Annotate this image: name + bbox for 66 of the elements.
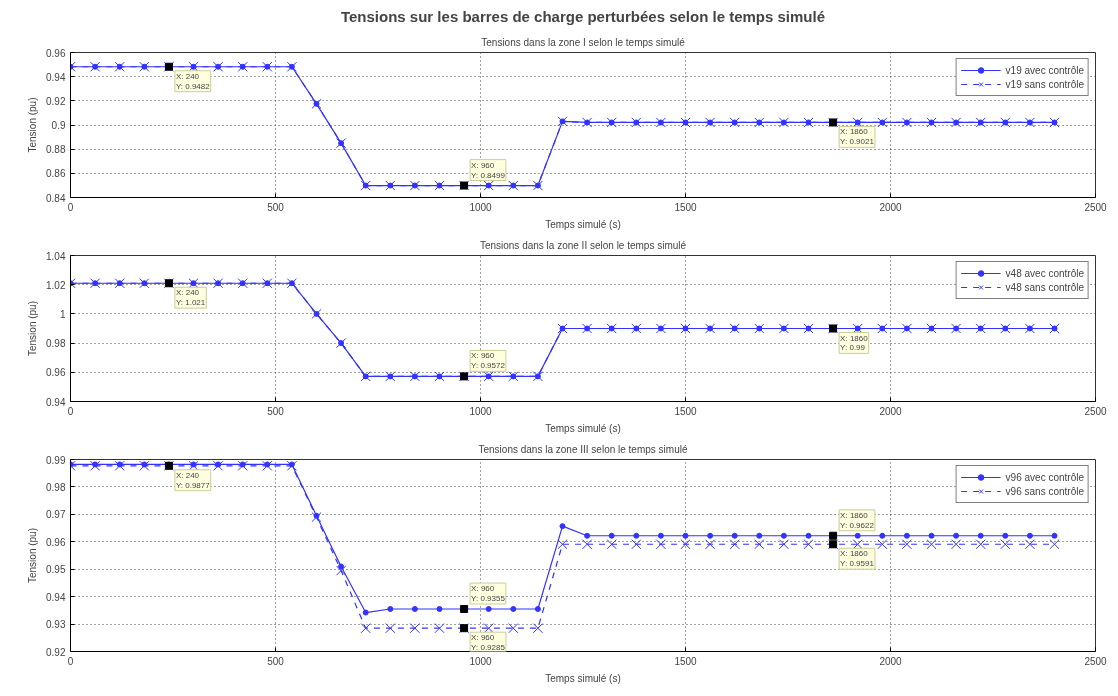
- y-tick-label: 1: [59, 308, 66, 320]
- y-tick-label: 0.99: [46, 454, 66, 466]
- x-tick-label: 2500: [1084, 655, 1108, 667]
- y-tick-label: 0.94: [46, 71, 66, 83]
- chart-subtitle: Tensions dans la zone I selon le temps simulé: [481, 36, 686, 48]
- x-tick-label: 0: [67, 655, 74, 667]
- y-tick-label: 0.86: [46, 168, 66, 180]
- y-tick-label: 0.94: [46, 591, 66, 603]
- y-tick-label: 0.94: [46, 396, 66, 408]
- x-tick-label: 1500: [674, 655, 698, 667]
- legend-label: v19 sans contrôle: [1005, 77, 1084, 91]
- chart-title: Tensions dans la zone II selon le temps simulé: [479, 239, 687, 251]
- x-tick-label: 1000: [469, 405, 493, 417]
- y-tick-label: 0.92: [46, 646, 66, 658]
- annotation: X: 960 Y: 0.9572: [471, 351, 506, 371]
- y-tick-label: 1.02: [46, 279, 66, 291]
- y-tick-label: 0.98: [46, 338, 66, 350]
- y-tick-label: 0.88: [46, 144, 66, 156]
- legend-label: v96 avec contrôle: [1005, 470, 1084, 484]
- x-tick-label: 500: [267, 201, 285, 213]
- y-tick-label: 0.84: [46, 192, 66, 204]
- annotation: X: 960 Y: 0.9355: [471, 584, 506, 603]
- y-tick-label: 0.96: [46, 536, 66, 548]
- x-tick-label: 500: [267, 655, 285, 667]
- x-tick-label: 1500: [674, 405, 698, 417]
- y-axis-title: Tension (pu): [27, 527, 39, 584]
- y-tick-label: 0.96: [46, 47, 66, 59]
- x-tick-label: 2500: [1084, 405, 1108, 417]
- x-tick-label: 1000: [469, 655, 493, 667]
- legend-label: v96 sans contrôle: [1005, 484, 1084, 498]
- annotation: X: 960 Y: 0.9285: [471, 633, 506, 653]
- annotation: X: 1860 Y: 0.99: [840, 333, 869, 353]
- x-axis-title: Temps simulé (s): [545, 422, 621, 434]
- y-tick-label: 0.93: [46, 619, 66, 631]
- annotation: X: 1860 Y: 0.9591: [840, 549, 875, 569]
- y-tick-label: 0.95: [46, 564, 66, 576]
- x-tick-label: 2000: [879, 655, 903, 667]
- y-tick-label: 0.98: [46, 481, 66, 493]
- y-axis-title: Tension (pu): [27, 97, 39, 153]
- x-tick-label: 2500: [1084, 201, 1108, 213]
- legend-label: v19 avec contrôle: [1005, 63, 1084, 77]
- x-tick-label: 0: [67, 405, 74, 417]
- y-tick-label: 0.92: [46, 95, 66, 107]
- annotation: X: 240 Y: 1.021: [175, 288, 206, 308]
- annotation: X: 240 Y: 0.9877: [175, 470, 211, 490]
- chart-title: Tensions sur les barres de charge perturbées selon le temps simulé: [340, 7, 826, 25]
- annotation: X: 1860 Y: 0.9021: [840, 127, 875, 147]
- x-tick-label: 500: [267, 405, 285, 417]
- annotation: X: 1860 Y: 0.9622: [840, 510, 875, 530]
- y-axis-title: Tension (pu): [27, 300, 39, 357]
- y-tick-label: 0.97: [46, 509, 66, 521]
- x-axis-title: Temps simulé (s): [545, 218, 621, 230]
- chart-title: Tensions dans la zone III selon le temps simulé: [478, 443, 688, 455]
- x-tick-label: 1500: [674, 201, 698, 213]
- legend-label: v48 avec contrôle: [1005, 266, 1084, 280]
- annotation: X: 240 Y: 0.9482: [175, 71, 211, 91]
- y-tick-label: 1.04: [46, 250, 66, 262]
- x-tick-label: 2000: [879, 405, 903, 417]
- x-axis-title: Temps simulé (s): [545, 672, 621, 684]
- x-tick-label: 1000: [469, 201, 493, 213]
- y-tick-label: 0.9: [51, 120, 66, 131]
- x-tick-label: 0: [67, 201, 74, 213]
- legend-label: v48 sans contrôle: [1005, 280, 1084, 294]
- annotation: X: 960 Y: 0.8499: [471, 160, 506, 180]
- x-tick-label: 2000: [879, 201, 903, 213]
- y-tick-label: 0.96: [46, 367, 66, 379]
